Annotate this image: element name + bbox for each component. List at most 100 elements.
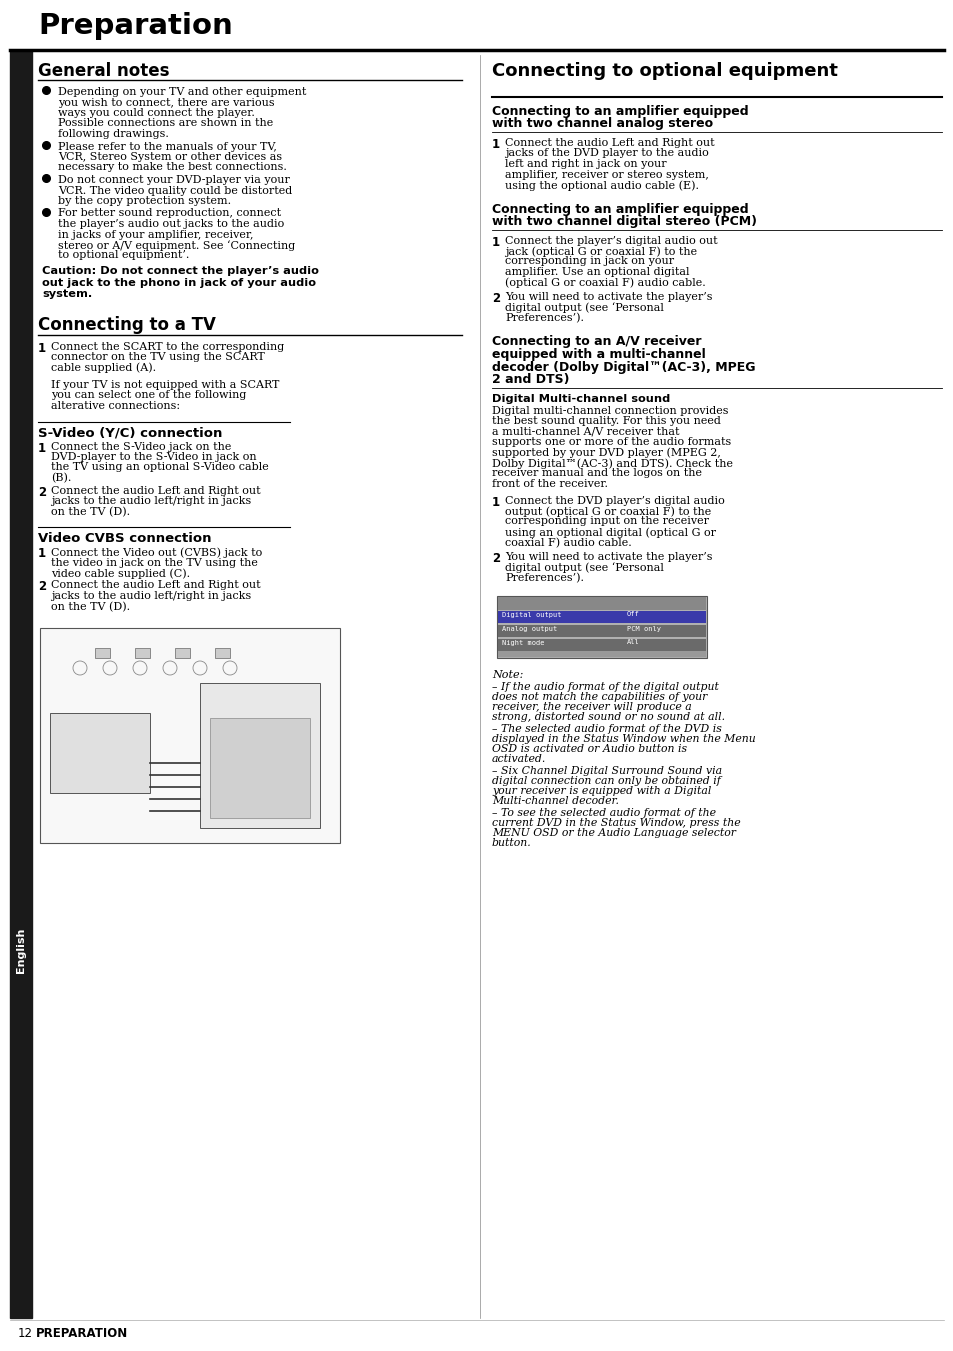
Text: Possible connections are shown in the: Possible connections are shown in the [58, 119, 273, 128]
Text: You will need to activate the player’s: You will need to activate the player’s [504, 553, 712, 562]
Text: English: English [16, 927, 26, 973]
Text: 1: 1 [492, 496, 499, 508]
Text: – The selected audio format of the DVD is: – The selected audio format of the DVD i… [492, 724, 721, 734]
Text: Preferences’).: Preferences’). [504, 573, 583, 584]
Text: (optical G or coaxial F) audio cable.: (optical G or coaxial F) audio cable. [504, 277, 705, 288]
Text: jacks to the audio left/right in jacks: jacks to the audio left/right in jacks [51, 590, 251, 601]
Text: connector on the TV using the SCART: connector on the TV using the SCART [51, 353, 265, 362]
Text: does not match the capabilities of your: does not match the capabilities of your [492, 692, 706, 701]
Text: 1: 1 [492, 138, 499, 151]
Text: MENU OSD or the Audio Language selector: MENU OSD or the Audio Language selector [492, 828, 735, 838]
Text: with two channel digital stereo (PCM): with two channel digital stereo (PCM) [492, 215, 757, 228]
Text: following drawings.: following drawings. [58, 128, 169, 139]
Text: button.: button. [492, 838, 531, 847]
Bar [497, 643, 705, 657]
Text: your receiver is equipped with a Digital: your receiver is equipped with a Digital [492, 785, 711, 796]
Text: PCM only: PCM only [626, 626, 660, 631]
Text: Digital output: Digital output [501, 612, 561, 617]
Text: Digital Multi-channel sound: Digital Multi-channel sound [492, 393, 670, 404]
Text: current DVD in the Status Window, press the: current DVD in the Status Window, press … [492, 817, 740, 828]
Text: decoder (Dolby Digital™(AC-3), MPEG: decoder (Dolby Digital™(AC-3), MPEG [492, 361, 755, 373]
Bar [95, 648, 110, 658]
Text: jack (optical G or coaxial F) to the: jack (optical G or coaxial F) to the [504, 246, 697, 257]
Text: cable supplied (A).: cable supplied (A). [51, 362, 156, 373]
Text: Caution: Do not connect the player’s audio: Caution: Do not connect the player’s aud… [42, 266, 318, 276]
Bar [497, 597, 705, 609]
Text: 2: 2 [492, 292, 499, 305]
Text: video cable supplied (C).: video cable supplied (C). [51, 567, 190, 578]
Text: 2: 2 [492, 553, 499, 565]
Text: the video in jack on the TV using the: the video in jack on the TV using the [51, 558, 257, 567]
Text: PREPARATION: PREPARATION [36, 1327, 128, 1340]
Text: Connecting to optional equipment: Connecting to optional equipment [492, 62, 837, 80]
Text: 1: 1 [38, 442, 46, 454]
Bar [10, 50, 32, 1319]
Text: All: All [626, 639, 639, 646]
Text: the player’s audio out jacks to the audio: the player’s audio out jacks to the audi… [58, 219, 284, 230]
Text: equipped with a multi-channel: equipped with a multi-channel [492, 349, 705, 361]
Text: supported by your DVD player (MPEG 2,: supported by your DVD player (MPEG 2, [492, 447, 720, 458]
Bar [214, 648, 230, 658]
Text: left and right in jack on your: left and right in jack on your [504, 159, 666, 169]
Text: Dolby Digital™(AC-3) and DTS). Check the: Dolby Digital™(AC-3) and DTS). Check the [492, 458, 732, 469]
Text: Preparation: Preparation [38, 12, 233, 41]
Bar [50, 713, 150, 793]
Text: using the optional audio cable (E).: using the optional audio cable (E). [504, 180, 699, 190]
Text: displayed in the Status Window when the Menu: displayed in the Status Window when the … [492, 734, 755, 743]
Bar [40, 628, 339, 843]
Text: Connect the SCART to the corresponding: Connect the SCART to the corresponding [51, 342, 284, 351]
Text: digital connection can only be obtained if: digital connection can only be obtained … [492, 775, 720, 785]
Text: – If the audio format of the digital output: – If the audio format of the digital out… [492, 681, 719, 692]
Text: 1: 1 [38, 342, 46, 354]
Text: Night mode: Night mode [501, 639, 544, 646]
Text: the TV using an optional S-Video cable: the TV using an optional S-Video cable [51, 462, 269, 473]
Text: OSD is activated or Audio button is: OSD is activated or Audio button is [492, 743, 686, 754]
Text: in jacks of your amplifier, receiver,: in jacks of your amplifier, receiver, [58, 230, 253, 239]
Text: output (optical G or coaxial F) to the: output (optical G or coaxial F) to the [504, 507, 711, 516]
Text: Connect the audio Left and Right out: Connect the audio Left and Right out [51, 581, 260, 590]
Text: (B).: (B). [51, 473, 71, 484]
Bar [497, 639, 705, 650]
Text: Connect the Video out (CVBS) jack to: Connect the Video out (CVBS) jack to [51, 547, 262, 558]
Text: to optional equipment’.: to optional equipment’. [58, 250, 190, 261]
Text: corresponding in jack on your: corresponding in jack on your [504, 257, 674, 266]
Text: Digital multi-channel connection provides: Digital multi-channel connection provide… [492, 405, 728, 416]
Text: amplifier. Use an optional digital: amplifier. Use an optional digital [504, 267, 689, 277]
Text: Depending on your TV and other equipment: Depending on your TV and other equipment [58, 86, 306, 97]
Text: Please refer to the manuals of your TV,: Please refer to the manuals of your TV, [58, 142, 276, 151]
Text: 2: 2 [38, 485, 46, 499]
Text: – Six Channel Digital Surround Sound via: – Six Channel Digital Surround Sound via [492, 766, 721, 775]
Text: front of the receiver.: front of the receiver. [492, 480, 607, 489]
Text: stereo or A/V equipment. See ‘Connecting: stereo or A/V equipment. See ‘Connecting [58, 240, 294, 251]
Text: Connect the audio Left and Right out: Connect the audio Left and Right out [504, 138, 714, 149]
Text: using an optional digital (optical G or: using an optional digital (optical G or [504, 527, 716, 538]
Text: – To see the selected audio format of the: – To see the selected audio format of th… [492, 808, 716, 817]
Text: Preferences’).: Preferences’). [504, 313, 583, 323]
Text: 1: 1 [492, 235, 499, 249]
Text: 2 and DTS): 2 and DTS) [492, 373, 569, 386]
Text: S-Video (Y/C) connection: S-Video (Y/C) connection [38, 427, 222, 439]
Text: ways you could connect the player.: ways you could connect the player. [58, 108, 254, 118]
Text: digital output (see ‘Personal: digital output (see ‘Personal [504, 562, 663, 573]
Text: Analog output: Analog output [501, 626, 557, 631]
Text: Do not connect your DVD-player via your: Do not connect your DVD-player via your [58, 176, 290, 185]
Text: Connect the audio Left and Right out: Connect the audio Left and Right out [51, 485, 260, 496]
Text: 12: 12 [18, 1327, 33, 1340]
Text: necessary to make the best connections.: necessary to make the best connections. [58, 162, 287, 173]
Text: Off: Off [626, 612, 639, 617]
Text: jacks to the audio left/right in jacks: jacks to the audio left/right in jacks [51, 496, 251, 507]
Text: For better sound reproduction, connect: For better sound reproduction, connect [58, 208, 281, 219]
Text: on the TV (D).: on the TV (D). [51, 507, 130, 517]
Text: strong, distorted sound or no sound at all.: strong, distorted sound or no sound at a… [492, 712, 724, 721]
Text: 2: 2 [38, 581, 46, 593]
Text: supports one or more of the audio formats: supports one or more of the audio format… [492, 436, 731, 447]
Text: the best sound quality. For this you need: the best sound quality. For this you nee… [492, 416, 720, 426]
Text: 1: 1 [38, 547, 46, 561]
Bar [200, 684, 319, 828]
Text: If your TV is not equipped with a SCART: If your TV is not equipped with a SCART [51, 380, 279, 390]
Text: amplifier, receiver or stereo system,: amplifier, receiver or stereo system, [504, 169, 708, 180]
Text: corresponding input on the receiver: corresponding input on the receiver [504, 516, 708, 527]
Text: You will need to activate the player’s: You will need to activate the player’s [504, 292, 712, 303]
Text: by the copy protection system.: by the copy protection system. [58, 196, 231, 205]
Text: Connecting to a TV: Connecting to a TV [38, 316, 215, 335]
